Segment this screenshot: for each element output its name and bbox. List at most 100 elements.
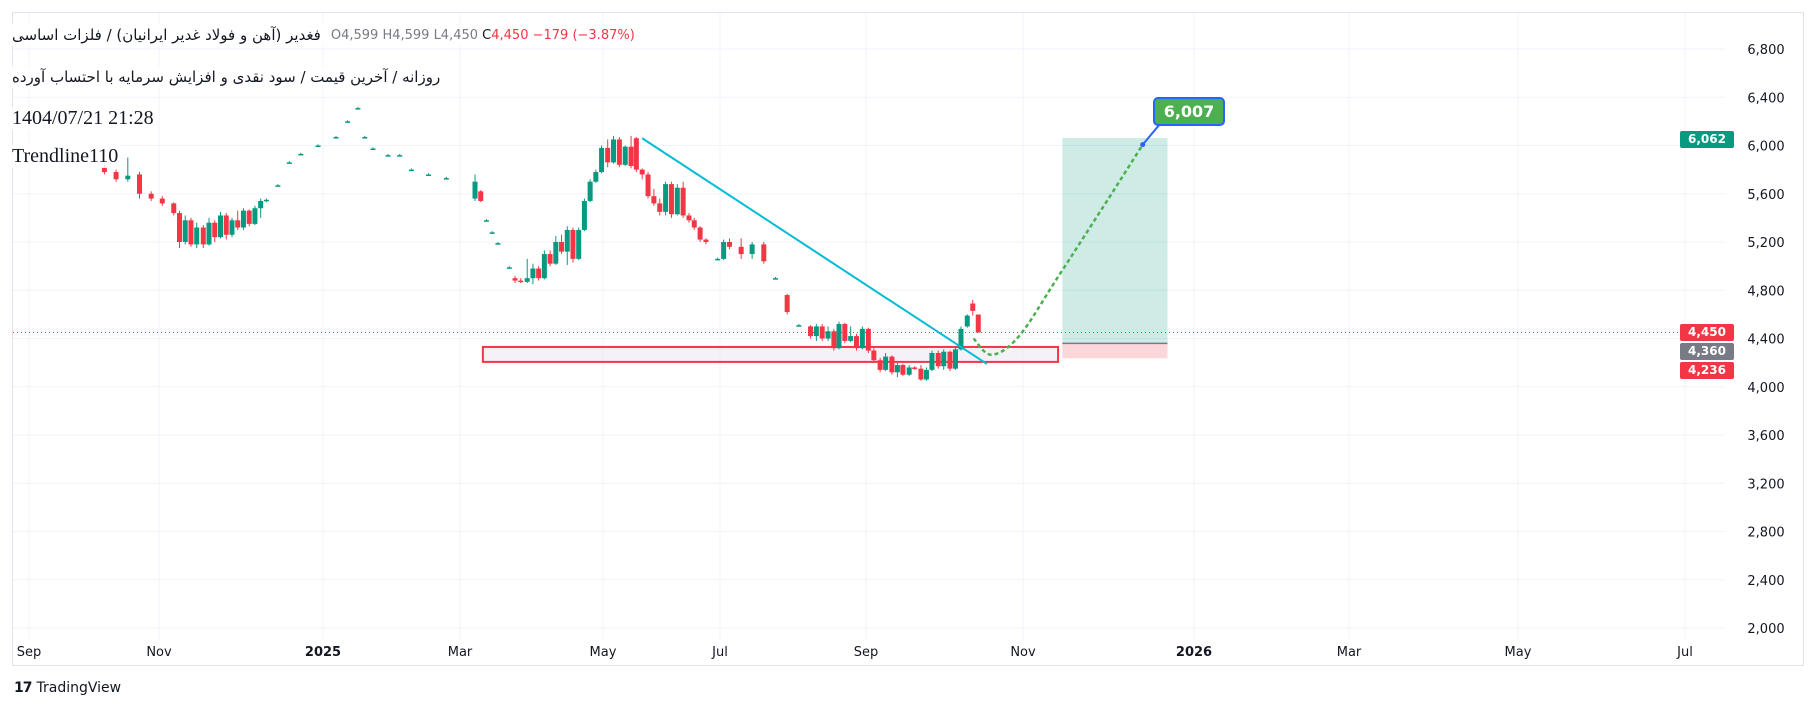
candle-body <box>645 174 651 197</box>
candle <box>425 173 431 176</box>
candle <box>547 250 553 267</box>
candle-body <box>772 278 778 280</box>
candle <box>929 350 935 372</box>
candle <box>622 145 628 167</box>
candle-body <box>235 220 241 228</box>
candle <box>894 362 900 378</box>
candle-body <box>212 222 218 238</box>
candle <box>495 242 501 245</box>
candle-body <box>355 108 361 110</box>
candle <box>721 239 727 261</box>
candle-body <box>263 199 269 202</box>
x-tick-label: 2025 <box>305 645 341 660</box>
candle <box>605 139 611 168</box>
candle-body <box>125 175 131 180</box>
chart-author: Trendline110 <box>10 145 121 168</box>
candle-body <box>425 174 431 176</box>
candle <box>553 235 559 265</box>
candle-body <box>472 181 478 199</box>
candle <box>813 324 819 341</box>
candle-body <box>443 178 449 180</box>
candle-body <box>877 360 883 370</box>
candle <box>530 263 536 285</box>
candle-body <box>831 331 837 349</box>
candle-body <box>408 169 414 172</box>
candle <box>628 135 634 169</box>
candle-body <box>229 220 235 235</box>
candle <box>512 275 518 284</box>
candle-body <box>599 147 605 173</box>
candle-body <box>697 227 703 240</box>
candle-body <box>703 239 709 242</box>
candle-body <box>258 200 264 209</box>
candle <box>941 349 947 370</box>
y-tick-label: 2,800 <box>1747 526 1784 541</box>
candle <box>581 198 587 232</box>
candle-body <box>541 254 547 279</box>
candle <box>825 326 831 341</box>
candle <box>691 217 697 230</box>
y-tick-label: 6,400 <box>1747 91 1784 106</box>
candle-body <box>836 324 842 349</box>
candle-body <box>686 215 692 221</box>
candle-body <box>200 227 206 245</box>
candle-body <box>715 258 721 261</box>
candle <box>952 346 958 370</box>
candle-body <box>137 174 142 194</box>
candle <box>749 242 755 259</box>
candle <box>639 168 645 180</box>
last-price-label: 4,450 <box>1680 324 1734 341</box>
ohlc-legend: O4,599 H4,599 L4,450 C4,450 −179 (−3.87%… <box>331 28 635 43</box>
candle <box>964 314 970 328</box>
x-tick-label: Nov <box>146 645 172 660</box>
position-loss-zone <box>1062 343 1168 359</box>
candle <box>935 350 941 369</box>
candle-body <box>721 242 727 259</box>
candle <box>947 350 953 372</box>
candle <box>223 213 229 240</box>
candle <box>506 266 512 269</box>
candle-body <box>605 147 611 163</box>
candle <box>703 238 709 245</box>
candle <box>663 181 669 216</box>
candle-body <box>663 184 669 212</box>
candle-body <box>639 169 645 175</box>
x-tick-label: Mar <box>1337 645 1362 660</box>
candle-body <box>581 200 587 230</box>
candle <box>889 355 895 375</box>
candle-body <box>970 303 976 311</box>
candle-body <box>559 242 565 252</box>
candle-body <box>616 139 622 165</box>
candle-body <box>796 325 802 327</box>
candle-body <box>726 242 732 247</box>
candle <box>159 196 165 206</box>
target-annotation-label[interactable]: 6,007 <box>1153 97 1225 126</box>
candle-body <box>819 326 825 339</box>
candle-body <box>370 148 376 151</box>
candle <box>808 325 814 339</box>
candle-body <box>825 331 831 339</box>
candle-body <box>240 210 246 228</box>
candle <box>611 135 617 164</box>
candle-body <box>385 155 391 157</box>
projection-path <box>972 143 1144 357</box>
candle <box>137 172 142 199</box>
candle <box>370 147 376 151</box>
candle <box>246 209 252 227</box>
candle <box>854 333 860 351</box>
tradingview-branding[interactable]: 17 TradingView <box>14 680 121 696</box>
candle <box>831 328 837 351</box>
candle-body <box>252 208 258 224</box>
candle-body <box>842 324 848 341</box>
candle <box>697 226 703 242</box>
candle-body <box>761 244 767 262</box>
candle <box>599 145 605 174</box>
change-value: −179 (−3.87%) <box>532 27 635 43</box>
candle-body <box>518 280 524 283</box>
y-tick-label: 3,600 <box>1747 429 1784 444</box>
candle <box>836 321 842 350</box>
candle-body <box>171 203 177 214</box>
candle <box>345 120 351 123</box>
candle <box>408 168 414 172</box>
